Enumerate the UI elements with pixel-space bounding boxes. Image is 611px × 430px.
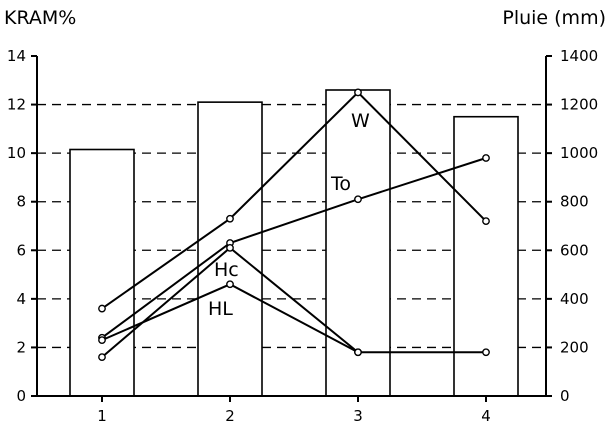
right-tick-label-600: 600 — [560, 241, 589, 259]
series-label-W: W — [351, 110, 370, 132]
x-tick-label-3: 3 — [353, 407, 363, 425]
point-To-4 — [482, 154, 490, 162]
point-W-4 — [482, 217, 490, 226]
series-label-HL: HL — [208, 298, 233, 320]
point-Hc-1 — [98, 353, 106, 362]
point-HL-3 — [354, 348, 362, 357]
left-tick-label-8: 8 — [16, 193, 26, 211]
right-tick-label-0: 0 — [560, 387, 570, 405]
right-axis-title: Pluie (mm) — [502, 7, 606, 29]
bar-3 — [325, 89, 391, 397]
left-tick-label-10: 10 — [7, 144, 26, 162]
left-tick-label-14: 14 — [7, 47, 26, 65]
point-W-1 — [98, 304, 106, 313]
point-To-3 — [354, 195, 362, 204]
point-Hc-2 — [226, 243, 234, 252]
series-line-W — [101, 91, 487, 310]
left-tick-label-4: 4 — [16, 290, 26, 308]
right-tick-label-800: 800 — [560, 193, 589, 211]
x-tick-label-4: 4 — [481, 407, 491, 425]
left-tick-label-2: 2 — [16, 338, 26, 356]
left-tick-label-0: 0 — [16, 387, 26, 405]
point-W-2 — [226, 214, 234, 223]
left-axis-title: KRAM% — [4, 7, 76, 29]
point-HL-2 — [226, 280, 234, 289]
point-W-3 — [354, 88, 362, 97]
x-tick-label-2: 2 — [225, 407, 235, 425]
left-tick-label-12: 12 — [7, 96, 26, 114]
x-tick-label-1: 1 — [97, 407, 107, 425]
series-label-Hc: Hc — [214, 259, 239, 281]
right-tick-label-1400: 1400 — [560, 47, 598, 65]
right-tick-label-200: 200 — [560, 338, 589, 356]
point-HL-1 — [98, 336, 106, 345]
right-tick-label-400: 400 — [560, 290, 589, 308]
point-Hc-4 — [482, 348, 490, 357]
series-line-Hc — [101, 246, 486, 358]
right-tick-label-1000: 1000 — [560, 144, 598, 162]
left-tick-label-6: 6 — [16, 241, 26, 259]
series-line-To — [101, 157, 487, 339]
series-label-To: To — [330, 173, 351, 195]
right-tick-label-1200: 1200 — [560, 96, 598, 114]
